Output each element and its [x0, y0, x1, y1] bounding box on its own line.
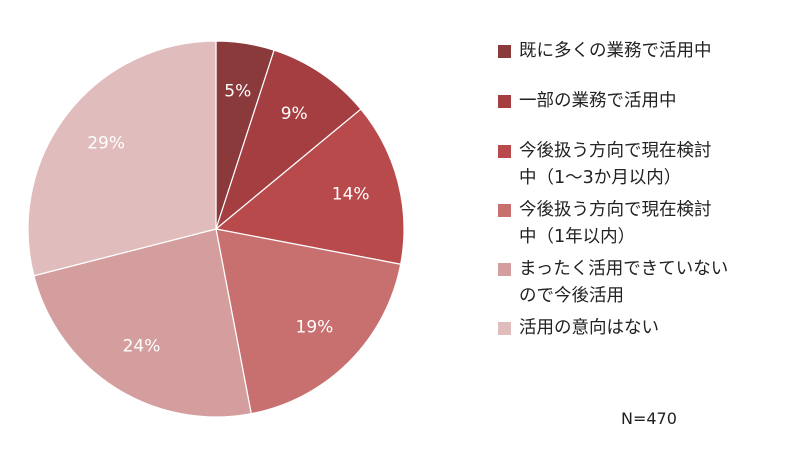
pie-slice-label-6: 29%	[87, 134, 125, 154]
pie-slices	[27, 40, 405, 418]
legend-swatch-6	[498, 322, 511, 335]
pie-slice-label-3: 14%	[332, 184, 370, 204]
legend-label-5: まったく活用できていない ので今後活用	[519, 259, 729, 306]
legend-swatch-5	[498, 263, 511, 276]
legend-label-2: 一部の業務で活用中	[519, 91, 677, 111]
legend-label-3: 今後扱う方向で現在検討 中（1～3か月以内）	[519, 141, 712, 188]
pie-slice-5	[33, 228, 252, 418]
legend-label-1: 既に多くの業務で活用中	[519, 41, 712, 61]
legend-label-4: 今後扱う方向で現在検討 中（1年以内）	[519, 200, 712, 247]
sample-size-note: N=470	[621, 409, 677, 428]
legend-item-5: まったく活用できていない ので今後活用	[497, 256, 797, 310]
legend-swatch-3	[498, 145, 511, 158]
pie-slice-label-4: 19%	[296, 317, 334, 337]
legend-item-4: 今後扱う方向で現在検討 中（1年以内）	[497, 197, 797, 251]
pie-slice-label-5: 24%	[123, 337, 161, 357]
legend: 既に多くの業務で活用中 一部の業務で活用中今後扱う方向で現在検討 中（1～3か月以…	[497, 38, 797, 342]
pie-slice-4	[215, 228, 402, 415]
legend-item-6: 活用の意向はない	[497, 315, 797, 342]
legend-label-6: 活用の意向はない	[519, 318, 659, 338]
legend-swatch-2	[498, 95, 511, 108]
pie-slice-2	[214, 49, 362, 231]
pie-labels: 5% 9% 14% 19% 24% 29%	[87, 82, 369, 357]
legend-item-3: 今後扱う方向で現在検討 中（1～3か月以内）	[497, 138, 797, 192]
pie-slice-6	[27, 40, 217, 277]
legend-item-2: 一部の業務で活用中	[497, 88, 797, 115]
pie-slice-3	[214, 108, 405, 265]
pie-slice-label-2: 9%	[281, 104, 308, 124]
pie-slice-label-1: 5%	[224, 82, 251, 102]
legend-item-1: 既に多くの業務で活用中	[497, 38, 797, 65]
legend-swatch-1	[498, 45, 511, 58]
legend-swatch-4	[498, 204, 511, 217]
